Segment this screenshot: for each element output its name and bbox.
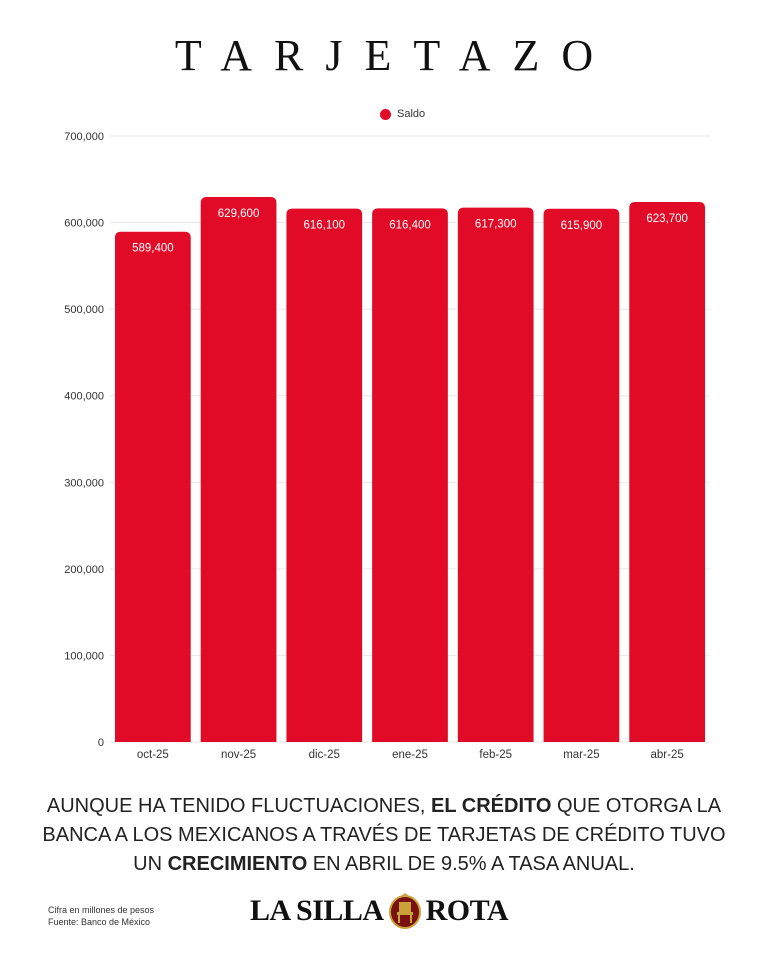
logo-text-right: ROTA [425, 894, 509, 927]
chart-legend: Saldo [380, 108, 425, 120]
y-tick-label: 200,000 [64, 564, 104, 576]
chair-seal-icon [388, 893, 421, 929]
y-tick-label: 300,000 [64, 477, 104, 489]
bar [372, 208, 448, 742]
y-tick-label: 700,000 [64, 131, 104, 143]
x-tick-label: oct-25 [137, 749, 169, 761]
caption-part-2: que otorga la banca a los mexicanos a tr… [42, 795, 726, 875]
data-label: 616,400 [389, 219, 431, 231]
bar [457, 207, 534, 742]
data-label: 589,400 [132, 243, 174, 255]
bar-chart: 0 100,000 200,000 300,000 400,000 500,000 600,… [64, 131, 710, 761]
data-label: 629,600 [218, 208, 260, 220]
x-tick-label: dic-25 [309, 749, 340, 761]
bar [286, 208, 363, 742]
x-tick-label: mar-25 [563, 749, 599, 761]
page-title: TARJETAZO [174, 31, 616, 80]
units-note: Cifra en millones de pesos [48, 905, 155, 915]
y-tick-label: 100,000 [64, 650, 104, 662]
data-label: 616,100 [303, 220, 345, 232]
legend-label: Saldo [397, 108, 426, 120]
x-tick-label: feb-25 [479, 749, 512, 761]
caption-part-3: en abril de 9.5% a tasa anual. [307, 853, 635, 875]
brand-logo: LA SILLA ROTA [250, 892, 509, 930]
logo-text-left: LA SILLA [250, 894, 384, 927]
y-tick-label: 0 [98, 737, 104, 749]
y-tick-label: 500,000 [64, 304, 104, 316]
x-tick-label: abr-25 [651, 749, 684, 761]
legend-marker [380, 108, 391, 120]
chart-notes: Cifra en millones de pesos Fuente: Banco… [48, 904, 154, 928]
caption-text: Aunque ha tenido fluctuaciones, el crédi… [40, 792, 728, 879]
y-tick-label: 400,000 [64, 391, 104, 403]
bar [115, 231, 191, 743]
data-label: 615,900 [561, 220, 603, 232]
x-tick-label: ene-25 [392, 749, 428, 761]
data-label: 623,700 [646, 213, 688, 225]
caption-part-1: Aunque ha tenido fluctuaciones, [46, 795, 432, 817]
y-tick-label: 600,000 [64, 218, 104, 230]
bar [200, 196, 277, 742]
source-note: Fuente: Banco de México [48, 917, 151, 927]
caption-highlight-credito: el crédito [431, 795, 552, 817]
data-label: 617,300 [475, 219, 517, 231]
x-tick-label: nov-25 [221, 749, 256, 761]
bar [629, 202, 705, 742]
caption-highlight-crecimiento: crecimiento [167, 853, 308, 875]
bar [543, 208, 620, 742]
